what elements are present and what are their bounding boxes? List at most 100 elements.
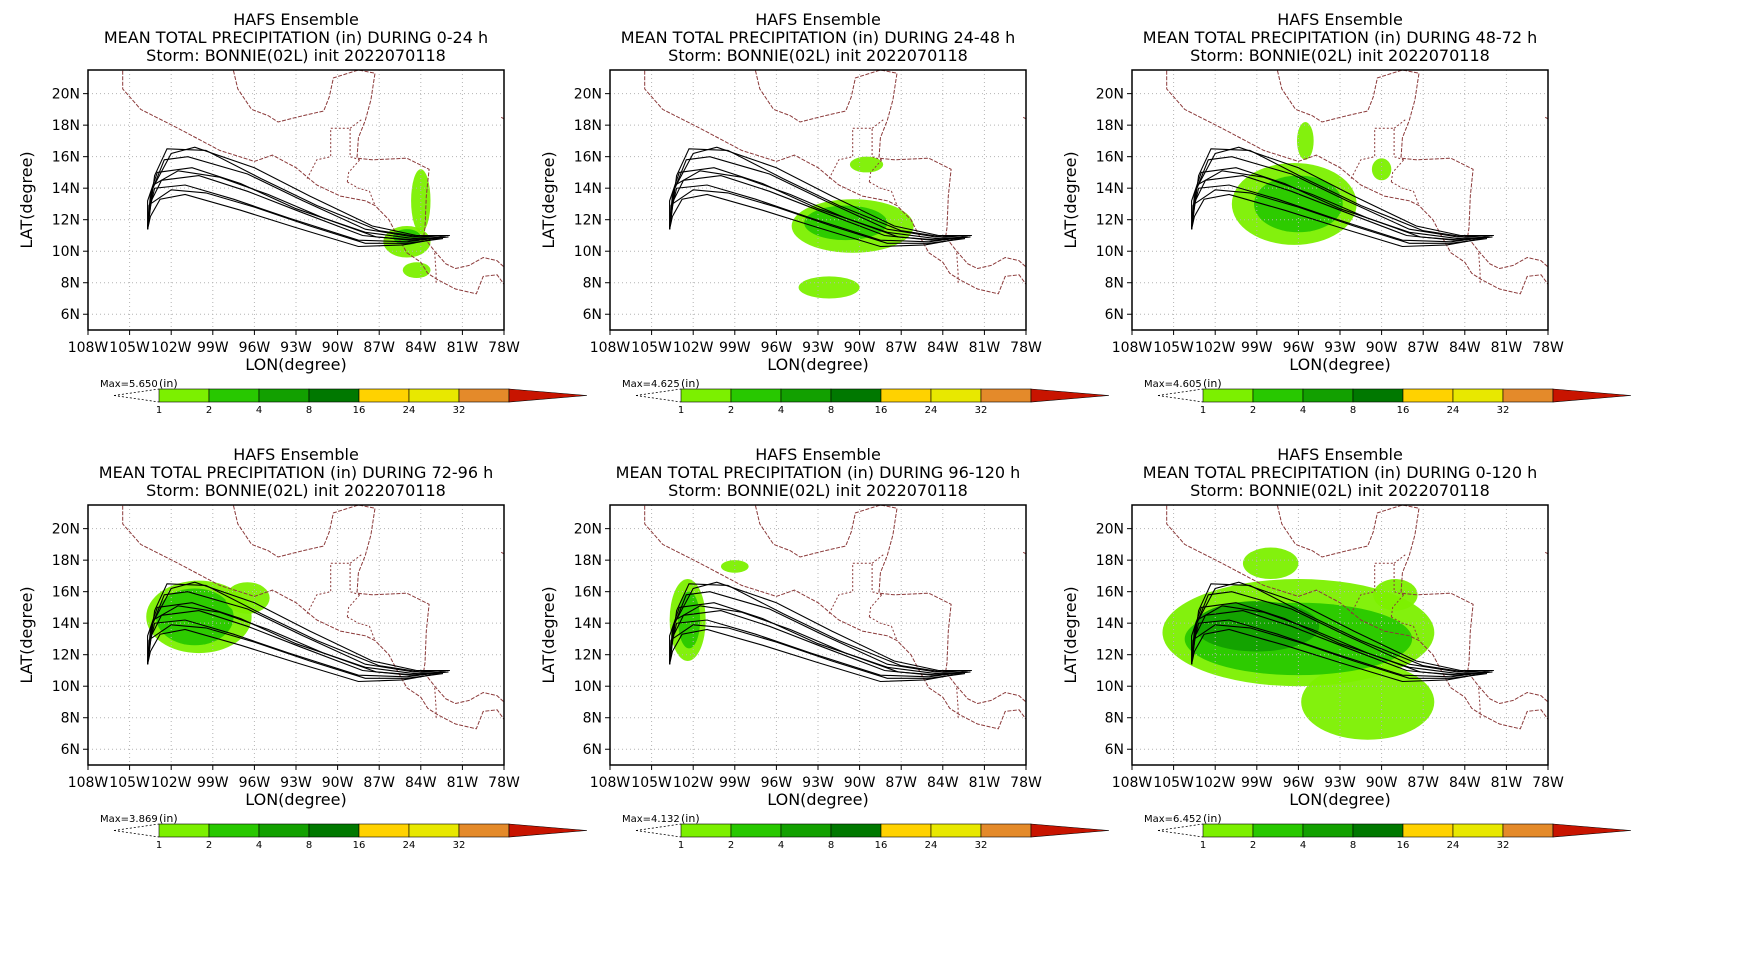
colorbar-lead	[113, 823, 160, 831]
y-tick-label: 8N	[583, 711, 602, 727]
y-tick-label: 20N	[52, 522, 80, 538]
ensemble-track	[669, 167, 968, 240]
colorbar-swatch	[680, 823, 732, 838]
precip-area	[1297, 122, 1314, 160]
country-border	[869, 616, 898, 641]
colorbar-swatch	[1452, 388, 1504, 403]
x-tick-label: 84W	[405, 340, 437, 356]
ensemble-track	[147, 624, 444, 679]
ensemble-track	[147, 605, 449, 676]
x-tick-label: 78W	[488, 775, 520, 791]
precip-area	[804, 205, 888, 241]
x-tick-label: 84W	[405, 775, 437, 791]
x-tick-label: 99W	[197, 340, 229, 356]
x-tick-label: 78W	[1532, 340, 1564, 356]
country-border	[347, 616, 376, 641]
panel-title: MEAN TOTAL PRECIPITATION (in) DURING 24-…	[621, 28, 1015, 47]
y-tick-label: 12N	[52, 213, 80, 229]
x-tick-label: 93W	[280, 775, 312, 791]
colorbar-level-label: 1	[156, 840, 162, 851]
colorbar-swatch	[158, 388, 210, 403]
coastline	[1544, 551, 1548, 555]
ensemble-track	[669, 583, 972, 673]
x-tick-label: 99W	[1241, 775, 1273, 791]
panel-title: MEAN TOTAL PRECIPITATION (in) DURING 96-…	[616, 463, 1021, 482]
colorbar-level-label: 4	[256, 405, 262, 416]
y-tick-label: 10N	[52, 244, 80, 260]
ensemble-track	[147, 602, 446, 675]
country-border	[871, 118, 885, 129]
coastline	[1544, 116, 1548, 120]
country-border	[1478, 687, 1481, 718]
x-tick-label: 90W	[844, 775, 876, 791]
panel-header: HAFS Ensemble	[233, 10, 359, 29]
coastline	[754, 505, 1026, 705]
colorbar-level-label: 1	[1200, 840, 1206, 851]
precip-area	[720, 560, 749, 573]
y-tick-label: 14N	[52, 181, 80, 197]
country-border	[1478, 252, 1481, 283]
x-tick-label: 99W	[719, 775, 751, 791]
x-axis-label: LON(degree)	[767, 355, 868, 374]
y-tick-label: 12N	[1096, 213, 1124, 229]
colorbar-lead	[1157, 823, 1204, 831]
ensemble-track	[669, 605, 971, 676]
ensemble-track	[1191, 605, 1493, 676]
y-tick-label: 20N	[574, 522, 602, 538]
ensemble-track	[1191, 167, 1490, 240]
y-tick-label: 12N	[52, 648, 80, 664]
colorbar-swatch	[208, 388, 260, 403]
colorbar-level-label: 2	[728, 405, 734, 416]
y-tick-label: 12N	[574, 648, 602, 664]
country-border	[306, 562, 360, 614]
coastline	[1022, 551, 1026, 555]
colorbar-level-label: 16	[1397, 405, 1410, 416]
colorbar-swatch	[1202, 388, 1254, 403]
ensemble-track	[147, 193, 439, 248]
y-tick-label: 18N	[1096, 553, 1124, 569]
colorbar-swatch	[1352, 823, 1404, 838]
x-tick-label: 96W	[1283, 340, 1315, 356]
y-tick-label: 12N	[1096, 648, 1124, 664]
colorbar-swatch	[980, 823, 1032, 838]
colorbar-level-label: 16	[353, 405, 366, 416]
y-tick-label: 18N	[52, 553, 80, 569]
ensemble-track	[1191, 146, 1493, 237]
panel-title: MEAN TOTAL PRECIPITATION (in) DURING 72-…	[99, 463, 493, 482]
y-tick-label: 16N	[52, 150, 80, 166]
x-tick-label: 87W	[885, 775, 917, 791]
ensemble-track	[1191, 148, 1494, 238]
x-tick-label: 87W	[1407, 340, 1439, 356]
x-tick-label: 108W	[590, 775, 631, 791]
x-tick-label: 105W	[631, 775, 672, 791]
ensemble-track	[147, 189, 444, 244]
x-tick-label: 102W	[151, 340, 192, 356]
country-border	[871, 553, 885, 564]
ensemble-track	[147, 148, 450, 238]
x-tick-label: 81W	[1491, 775, 1523, 791]
y-tick-label: 6N	[583, 742, 602, 758]
ensemble-track	[147, 146, 449, 237]
y-tick-label: 6N	[1105, 307, 1124, 323]
x-tick-label: 90W	[1366, 775, 1398, 791]
y-axis-label: LAT(degree)	[17, 586, 36, 683]
x-tick-label: 90W	[844, 340, 876, 356]
x-tick-label: 96W	[761, 340, 793, 356]
colorbar-swatch	[158, 823, 210, 838]
x-tick-label: 93W	[802, 775, 834, 791]
colorbar-level-label: 24	[403, 405, 416, 416]
colorbar-swatch	[408, 823, 460, 838]
colorbar-swatch	[308, 388, 360, 403]
colorbar-level-label: 4	[778, 405, 784, 416]
y-tick-label: 12N	[574, 213, 602, 229]
colorbar-unit: (in)	[681, 812, 700, 825]
colorbar-level-label: 16	[875, 840, 888, 851]
country-border	[507, 710, 514, 737]
country-border	[349, 118, 363, 129]
colorbar-arrow	[1030, 388, 1110, 403]
panel-storm-line: Storm: BONNIE(02L) init 2022070118	[668, 46, 968, 65]
x-axis-label: LON(degree)	[1289, 790, 1390, 809]
